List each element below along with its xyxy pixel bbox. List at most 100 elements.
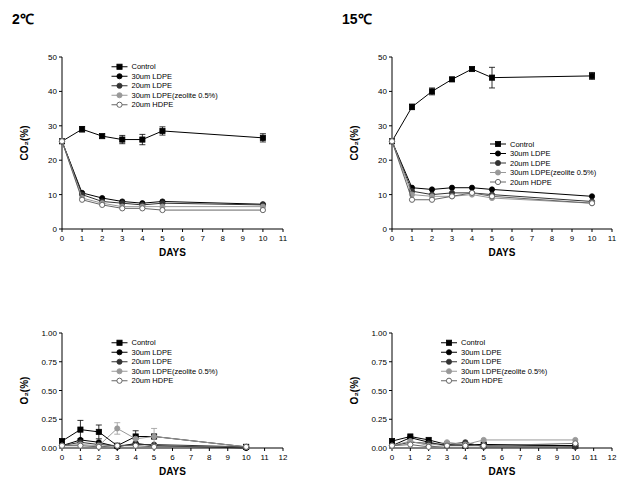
x-tick <box>472 229 473 232</box>
x-tick <box>122 229 123 232</box>
marker <box>244 444 249 449</box>
y-tick-label: 40 <box>48 87 57 96</box>
legend-label: 30um LDPE(zeolite 0.5%) <box>132 91 219 100</box>
y-tick-label: 1.00 <box>41 329 57 338</box>
marker <box>389 443 394 448</box>
x-tick <box>162 229 163 232</box>
series-line <box>62 141 263 210</box>
legend-marker <box>117 350 122 355</box>
error-bar <box>159 127 165 135</box>
y-tick <box>59 125 62 126</box>
x-tick <box>612 229 613 232</box>
panel: 0.000.250.500.751.000123456789101112DAYS… <box>349 329 617 477</box>
legend-marker <box>495 179 500 184</box>
marker <box>100 202 105 207</box>
y-tick <box>389 390 392 391</box>
marker <box>115 426 120 431</box>
x-tick-label: 10 <box>242 453 251 462</box>
marker <box>389 443 394 448</box>
error-bar <box>429 88 435 95</box>
y-axis-label: CO₂(%) <box>349 126 360 161</box>
x-axis-label: DAYS <box>159 247 186 258</box>
x-tick-label: 9 <box>226 453 231 462</box>
y-tick-label: 0.75 <box>371 358 387 367</box>
y-tick-label: 30 <box>48 122 57 131</box>
y-axis-label: O₂(%) <box>19 377 30 405</box>
marker <box>244 444 249 449</box>
panel: 0.000.250.500.751.000123456789101112DAYS… <box>19 329 288 477</box>
legend-marker <box>495 160 500 165</box>
marker <box>463 443 468 448</box>
x-tick-label: 1 <box>410 234 415 243</box>
x-tick-label: 10 <box>258 234 267 243</box>
marker <box>140 137 145 142</box>
y-tick <box>389 333 392 334</box>
legend-label: 20um LDPE <box>132 357 172 366</box>
x-tick-label: 5 <box>490 234 495 243</box>
x-tick <box>172 448 173 451</box>
x-tick-label: 2 <box>100 234 105 243</box>
marker <box>481 437 486 442</box>
x-tick <box>452 229 453 232</box>
x-tick <box>283 229 284 232</box>
marker <box>589 194 594 199</box>
x-tick-label: 0 <box>390 234 395 243</box>
x-tick-label: 4 <box>133 453 138 462</box>
x-tick-label: 8 <box>221 234 226 243</box>
x-tick <box>592 229 593 232</box>
y-tick <box>389 194 392 195</box>
x-tick <box>102 229 103 232</box>
legend-label: 20um HDPE <box>510 178 552 187</box>
error-bar <box>409 104 415 110</box>
x-tick-label: 3 <box>120 234 125 243</box>
error-bar <box>139 134 145 144</box>
marker <box>59 139 64 144</box>
y-tick-label: 10 <box>48 191 57 200</box>
x-tick-label: 12 <box>279 453 288 462</box>
x-tick-label: 5 <box>152 453 157 462</box>
marker <box>133 436 138 441</box>
marker <box>260 207 265 212</box>
x-tick-label: 9 <box>241 234 246 243</box>
error-bar <box>77 420 83 438</box>
y-tick <box>389 57 392 58</box>
error-bar <box>79 126 85 132</box>
x-tick <box>410 448 411 451</box>
marker <box>79 127 84 132</box>
marker <box>59 443 64 448</box>
legend-label: Control <box>461 338 486 347</box>
x-tick-label: 2 <box>430 234 435 243</box>
x-tick <box>552 229 553 232</box>
x-tick-label: 11 <box>260 453 269 462</box>
marker <box>59 139 64 144</box>
x-tick-label: 12 <box>608 453 617 462</box>
x-tick-label: 11 <box>608 234 617 243</box>
marker <box>481 443 486 448</box>
error-bar <box>133 431 139 443</box>
x-axis-label: DAYS <box>159 466 186 477</box>
legend: Control30um LDPE20um LDPE30um LDPE(zeoli… <box>490 140 597 187</box>
y-tick-label: 0.00 <box>41 444 57 453</box>
x-tick <box>538 448 539 451</box>
error-bar <box>119 135 125 143</box>
x-axis-label: DAYS <box>489 466 516 477</box>
y-tick-label: 0.25 <box>371 415 387 424</box>
x-tick-label: 6 <box>170 453 175 462</box>
marker <box>444 443 449 448</box>
x-tick <box>242 229 243 232</box>
y-tick <box>59 194 62 195</box>
figure: 2℃0102030405001234567891011DAYSCO₂(%)Con… <box>0 0 626 504</box>
y-tick-label: 30 <box>378 122 387 131</box>
marker <box>469 66 474 71</box>
marker <box>573 441 578 446</box>
legend-marker <box>117 359 122 364</box>
x-tick-label: 6 <box>180 234 185 243</box>
x-tick-label: 1 <box>78 453 83 462</box>
marker <box>389 139 394 144</box>
background <box>0 0 626 504</box>
marker <box>78 427 83 432</box>
y-tick <box>59 361 62 362</box>
marker <box>389 443 394 448</box>
panel: 15℃0102030405001234567891011DAYSCO₂(%)Co… <box>342 11 617 258</box>
marker <box>489 75 494 80</box>
